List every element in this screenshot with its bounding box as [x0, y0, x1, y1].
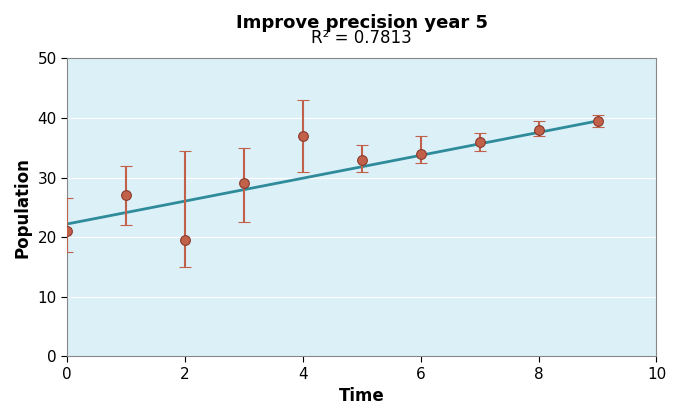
Y-axis label: Population: Population	[14, 157, 32, 258]
Text: R² = 0.7813: R² = 0.7813	[311, 28, 412, 47]
X-axis label: Time: Time	[339, 387, 385, 405]
Title: Improve precision year 5: Improve precision year 5	[236, 14, 488, 32]
